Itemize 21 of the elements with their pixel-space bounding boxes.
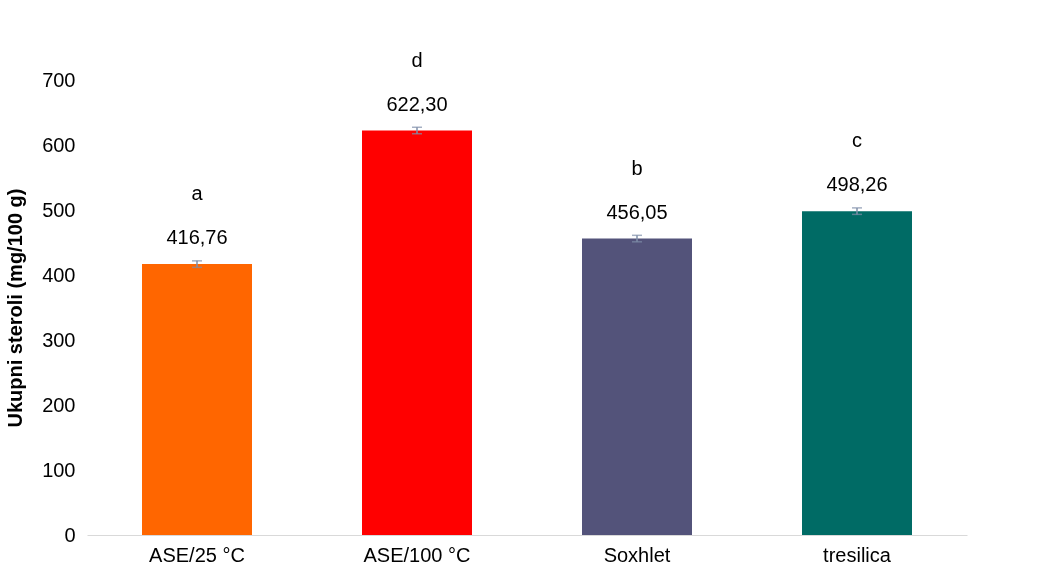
data-label: 456,05: [606, 200, 668, 223]
y-tick-label: 200: [42, 393, 76, 416]
x-tick-label: ASE/25 °C: [149, 543, 245, 566]
x-tick-label: Soxhlet: [603, 543, 671, 566]
annotation: b: [631, 156, 643, 179]
y-tick-label: 600: [42, 133, 76, 156]
y-tick-label: 300: [42, 328, 76, 351]
annotation: a: [191, 182, 204, 205]
annotation: c: [852, 129, 862, 152]
y-tick-label: 100: [42, 458, 76, 481]
data-label: 622,30: [386, 92, 448, 115]
x-tick-label: tresilica: [823, 543, 892, 566]
text: d: [411, 48, 423, 71]
data-label: 416,76: [166, 226, 228, 249]
y-tick-label: 400: [42, 263, 76, 286]
data-label: 498,26: [826, 173, 888, 196]
x-tick-label: ASE/100 °C: [363, 543, 471, 566]
y-tick-label: 500: [42, 198, 76, 221]
y-axis-title: Ukupni steroli (mg/100 g): [4, 188, 27, 428]
y-tick-label: 0: [64, 523, 76, 546]
y-tick-label: 700: [42, 68, 76, 91]
